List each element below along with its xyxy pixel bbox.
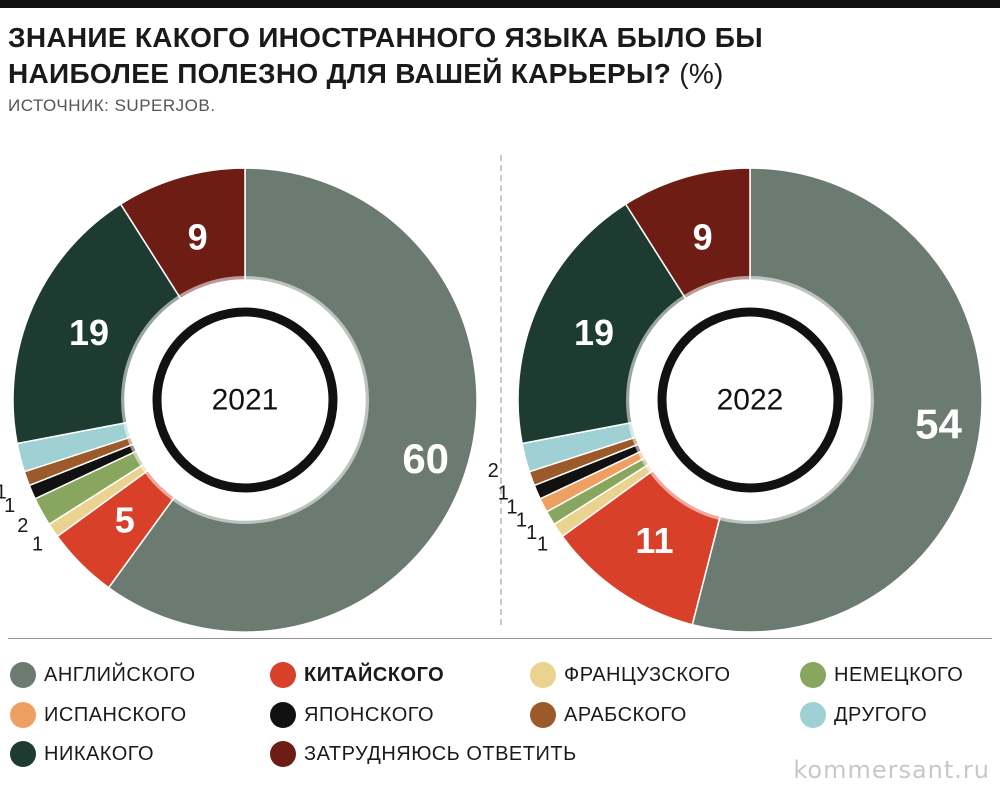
legend-item-german: НЕМЕЦКОГО: [800, 662, 963, 688]
center-year-label: 2022: [717, 384, 784, 417]
slice-label-arabic: 1: [498, 482, 509, 504]
slice-label-arabic: 1: [0, 481, 7, 503]
title-unit: (%): [679, 58, 724, 89]
donut-chart-2021: 605199121122021: [0, 167, 478, 633]
source-note: ИСТОЧНИК: SUPERJOB.: [8, 96, 216, 115]
slice-label-japanese: 1: [4, 495, 15, 517]
legend-label: ИСПАНСКОГО: [44, 703, 187, 726]
legend-swatch: [270, 662, 296, 688]
slice-label-none: 19: [574, 312, 614, 353]
legend-item-spanish: ИСПАНСКОГО: [10, 702, 187, 728]
slice-label-french: 1: [537, 533, 548, 555]
legend-swatch: [800, 662, 826, 688]
slice-label-chinese: 5: [115, 500, 135, 541]
legend-label: АРАБСКОГО: [564, 703, 687, 726]
slice-label-english: 60: [402, 435, 449, 482]
legend-label: ДРУГОГО: [834, 703, 928, 726]
slice-label-undecided: 9: [693, 216, 713, 257]
legend-item-chinese: КИТАЙСКОГО: [270, 662, 444, 688]
top-rule: [0, 0, 1000, 8]
legend-label: АНГЛИЙСКОГО: [44, 663, 196, 686]
legend-label: ЗАТРУДНЯЮСЬ ОТВЕТИТЬ: [304, 742, 577, 765]
slice-label-english: 54: [915, 400, 962, 447]
inner-ring: [626, 276, 874, 524]
legend-swatch: [10, 741, 36, 767]
legend-label: ФРАНЦУЗСКОГО: [564, 663, 731, 686]
legend-label: НЕМЕЦКОГО: [834, 663, 964, 686]
legend-item-none: НИКАКОГО: [10, 741, 154, 767]
legend-item-japanese: ЯПОНСКОГО: [270, 702, 434, 728]
title-line-2: НАИБОЛЕЕ ПОЛЕЗНО ДЛЯ ВАШЕЙ КАРЬЕРЫ? (%): [8, 56, 988, 92]
legend-item-french: ФРАНЦУЗСКОГО: [530, 662, 731, 688]
chart-divider: [500, 155, 502, 625]
legend-swatch: [10, 662, 36, 688]
slice-label-chinese: 11: [635, 520, 673, 561]
legend-swatch: [270, 702, 296, 728]
center-hole: [152, 307, 338, 493]
legend-item-arabic: АРАБСКОГО: [530, 702, 687, 728]
slice-label-undecided: 9: [188, 216, 208, 257]
center-hole: [657, 307, 843, 493]
slice-label-other: 2: [488, 460, 499, 482]
slice-label-japanese: 1: [506, 496, 517, 518]
legend-swatch: [10, 702, 36, 728]
title-line-1: ЗНАНИЕ КАКОГО ИНОСТРАННОГО ЯЗЫКА БЫЛО БЫ: [8, 22, 763, 53]
legend-label: ЯПОНСКОГО: [304, 703, 435, 726]
slice-label-french: 1: [32, 533, 43, 555]
chart-title: ЗНАНИЕ КАКОГО ИНОСТРАННОГО ЯЗЫКА БЫЛО БЫ…: [8, 20, 988, 92]
legend-label: КИТАЙСКОГО: [304, 663, 445, 686]
slice-label-spanish: 1: [516, 509, 527, 531]
legend-item-other: ДРУГОГО: [800, 702, 927, 728]
legend-swatch: [530, 662, 556, 688]
center-year-label: 2021: [212, 384, 279, 417]
legend-swatch: [530, 702, 556, 728]
legend-rule: [8, 638, 992, 639]
legend-item-undecided: ЗАТРУДНЯЮСЬ ОТВЕТИТЬ: [270, 741, 577, 767]
title-line-2-text: НАИБОЛЕЕ ПОЛЕЗНО ДЛЯ ВАШЕЙ КАРЬЕРЫ?: [8, 58, 672, 89]
slice-label-german: 2: [17, 515, 28, 537]
legend-swatch: [270, 741, 296, 767]
slice-label-none: 19: [69, 312, 109, 353]
legend-item-english: АНГЛИЙСКОГО: [10, 662, 196, 688]
inner-ring: [121, 276, 369, 524]
brand-watermark: kommersant.ru: [793, 756, 990, 784]
legend-label: НИКАКОГО: [44, 742, 155, 765]
legend-swatch: [800, 702, 826, 728]
slice-label-german: 1: [526, 522, 537, 544]
